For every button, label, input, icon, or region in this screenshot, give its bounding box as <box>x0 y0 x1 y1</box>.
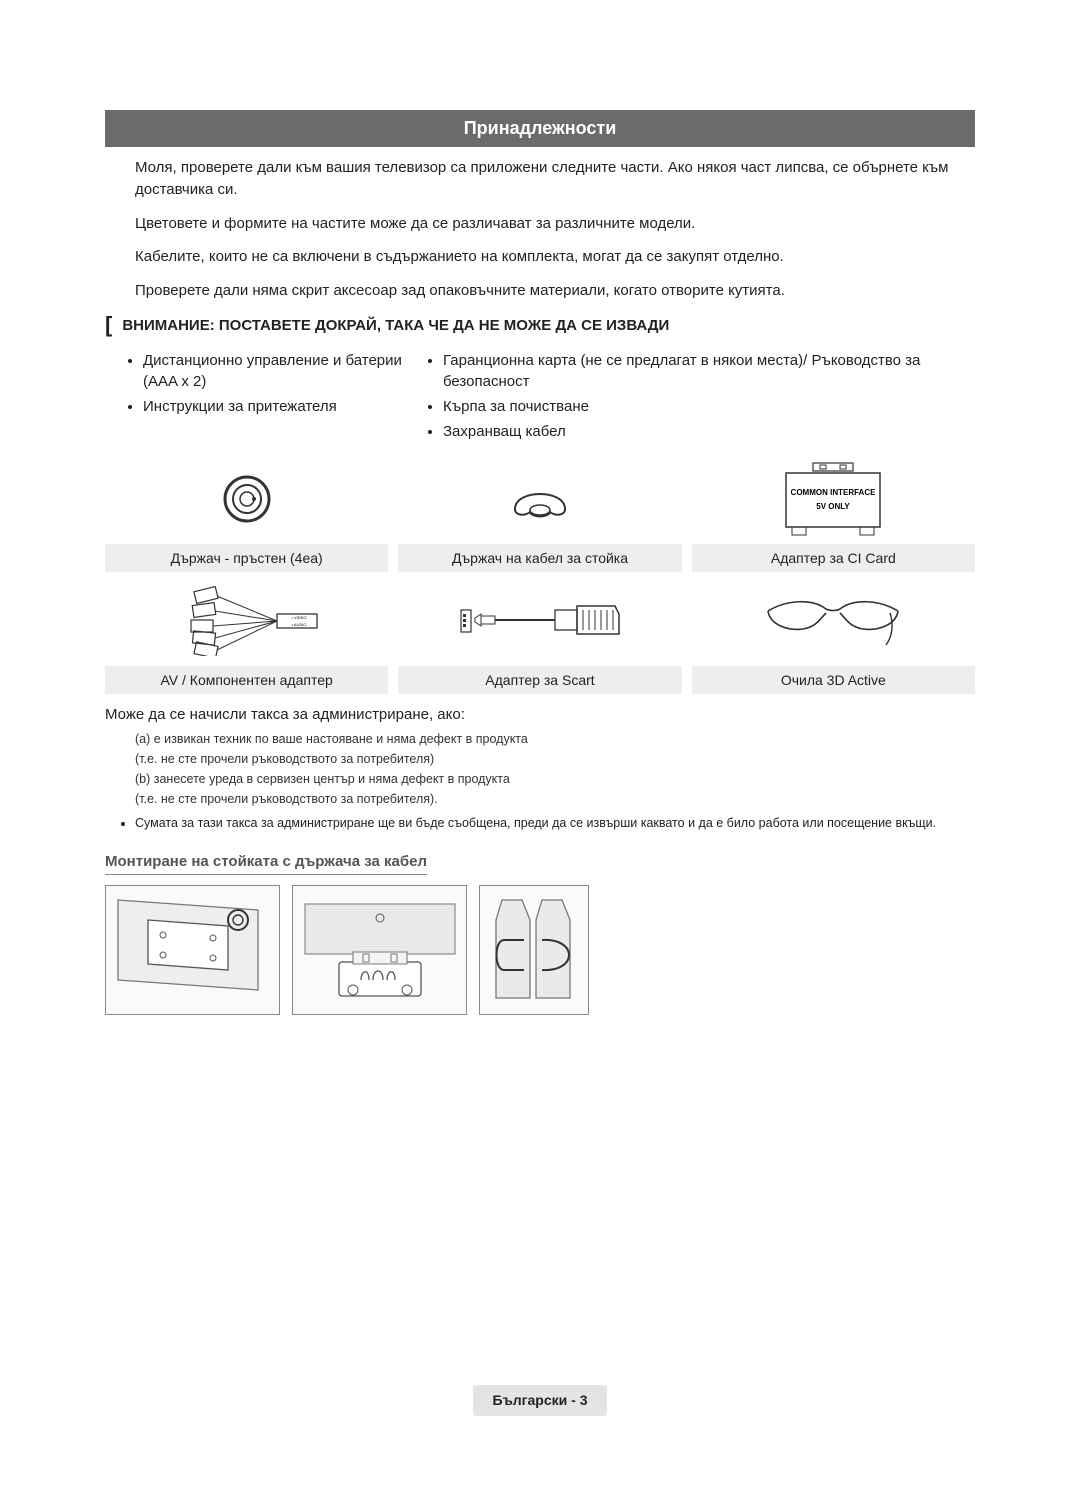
accessory-label: AV / Компонентен адаптер <box>105 666 388 694</box>
av-component-adapter-icon: • VIDEO • AUDIO <box>105 582 388 660</box>
accessory-cell: Държач на кабел за стойка <box>398 460 681 572</box>
intro-line: Цветовете и формите на частите може да с… <box>135 213 975 235</box>
accessory-cell: Адаптер за Scart <box>398 582 681 694</box>
intro-line: Кабелите, които не са включени в съдържа… <box>135 246 975 268</box>
accessory-label: Държач на кабел за стойка <box>398 544 681 572</box>
accessories-row: • VIDEO • AUDIO AV / Компонентен адаптер <box>105 582 975 694</box>
admin-bullet: Сумата за тази такса за администриране щ… <box>135 814 975 832</box>
mount-figure-2 <box>292 885 467 1015</box>
package-item: Инструкции за притежателя <box>143 396 425 418</box>
svg-text:• VIDEO: • VIDEO <box>291 615 306 620</box>
admin-line: (т.е. не сте прочели ръководството за по… <box>135 790 975 808</box>
package-contents: Дистанционно управление и батерии (AAA x… <box>125 347 975 446</box>
accessory-label: Адаптер за CI Card <box>692 544 975 572</box>
caution-bracket-icon: [ <box>105 314 112 336</box>
ring-holder-icon <box>105 460 388 538</box>
admin-line: (b) занесете уреда в сервизен център и н… <box>135 770 975 788</box>
section-title: Принадлежности <box>105 110 975 147</box>
package-item: Дистанционно управление и батерии (AAA x… <box>143 350 425 394</box>
accessory-cell: Очила 3D Active <box>692 582 975 694</box>
mounting-figures <box>105 885 975 1015</box>
ci-card-adapter-icon: COMMON INTERFACE 5V ONLY <box>692 460 975 538</box>
accessory-cell: COMMON INTERFACE 5V ONLY Адаптер за CI C… <box>692 460 975 572</box>
accessory-cell: Държач - пръстен (4ea) <box>105 460 388 572</box>
package-item: Гаранционна карта (не се предлагат в няк… <box>443 350 975 394</box>
accessory-cell: • VIDEO • AUDIO AV / Компонентен адаптер <box>105 582 388 694</box>
intro-block: Моля, проверете дали към вашия телевизор… <box>105 157 975 302</box>
ci-text1: COMMON INTERFACE <box>791 488 877 497</box>
page-footer: Български - 3 <box>105 1385 975 1415</box>
mount-figure-1 <box>105 885 280 1015</box>
admin-fee-note: Сумата за тази такса за администриране щ… <box>125 814 975 832</box>
caution-text: ВНИМАНИЕ: ПОСТАВЕТЕ ДОКРАЙ, ТАКА ЧЕ ДА Н… <box>122 315 669 337</box>
cable-holder-icon <box>398 460 681 538</box>
package-item: Захранващ кабел <box>443 421 975 443</box>
accessories-row: Държач - пръстен (4ea) Държач на кабел з… <box>105 460 975 572</box>
accessory-label: Очила 3D Active <box>692 666 975 694</box>
intro-line: Моля, проверете дали към вашия телевизор… <box>135 157 975 201</box>
ci-text2: 5V ONLY <box>817 502 851 511</box>
accessory-label: Адаптер за Scart <box>398 666 681 694</box>
admin-fee-heading: Може да се начисли такса за администрира… <box>105 704 975 726</box>
scart-adapter-icon <box>398 582 681 660</box>
3d-glasses-icon <box>692 582 975 660</box>
mounting-subheading: Монтиране на стойката с държача за кабел <box>105 851 427 876</box>
accessory-label: Държач - пръстен (4ea) <box>105 544 388 572</box>
page-number: Български - 3 <box>473 1385 608 1415</box>
caution-row: [ ВНИМАНИЕ: ПОСТАВЕТЕ ДОКРАЙ, ТАКА ЧЕ ДА… <box>105 314 975 337</box>
admin-line: (т.е. не сте прочели ръководството за по… <box>135 750 975 768</box>
admin-line: (а) е извикан техник по ваше настояване … <box>135 730 975 748</box>
mount-figure-3 <box>479 885 589 1015</box>
intro-line: Проверете дали няма скрит аксесоар зад о… <box>135 280 975 302</box>
svg-text:• AUDIO: • AUDIO <box>291 622 306 627</box>
admin-fee-lines: (а) е извикан техник по ваше настояване … <box>135 730 975 809</box>
package-item: Кърпа за почистване <box>443 396 975 418</box>
